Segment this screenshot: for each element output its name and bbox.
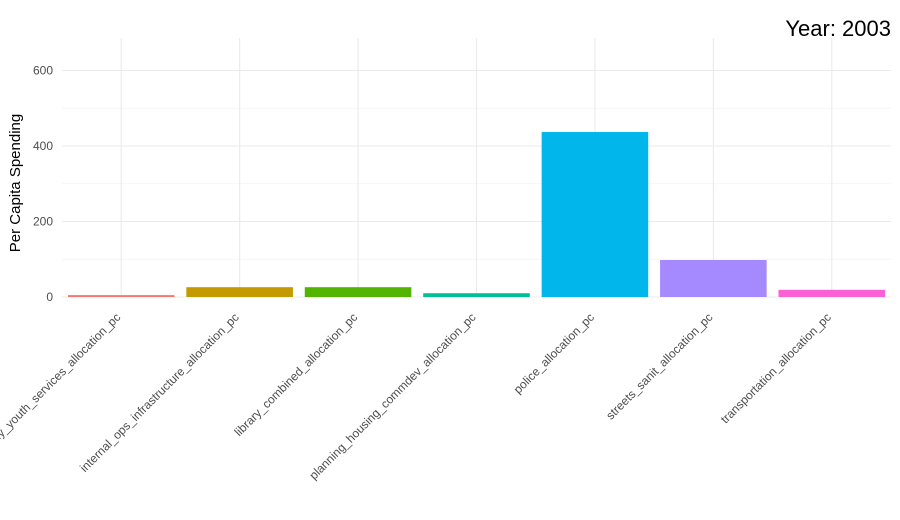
chart-title: Year: 2003 (785, 16, 891, 41)
y-tick-label: 200 (33, 215, 53, 229)
bar (660, 260, 767, 297)
bars (67, 132, 886, 297)
y-axis-label: Per Capita Spending (7, 114, 24, 252)
bar (541, 132, 649, 297)
x-tick-label: transportation_allocation_pc (718, 310, 834, 426)
y-tick-label: 400 (33, 139, 53, 153)
x-tick-label: police_allocation_pc (511, 310, 597, 396)
grid-lines (62, 38, 891, 298)
x-axis-ticks: family_youth_services_allocation_pcinter… (0, 310, 834, 482)
y-axis-ticks: 0 200 400 600 (33, 64, 53, 305)
bar (304, 287, 412, 297)
bar (67, 295, 175, 297)
bar (778, 289, 886, 297)
bar (186, 287, 293, 297)
bar (423, 293, 530, 297)
x-tick-label: family_youth_services_allocation_pc (0, 310, 123, 458)
x-tick-label: streets_sanit_allocation_pc (603, 310, 715, 422)
x-tick-label: library_combined_allocation_pc (231, 310, 360, 439)
y-tick-label: 600 (33, 64, 53, 78)
y-tick-label: 0 (46, 290, 53, 304)
